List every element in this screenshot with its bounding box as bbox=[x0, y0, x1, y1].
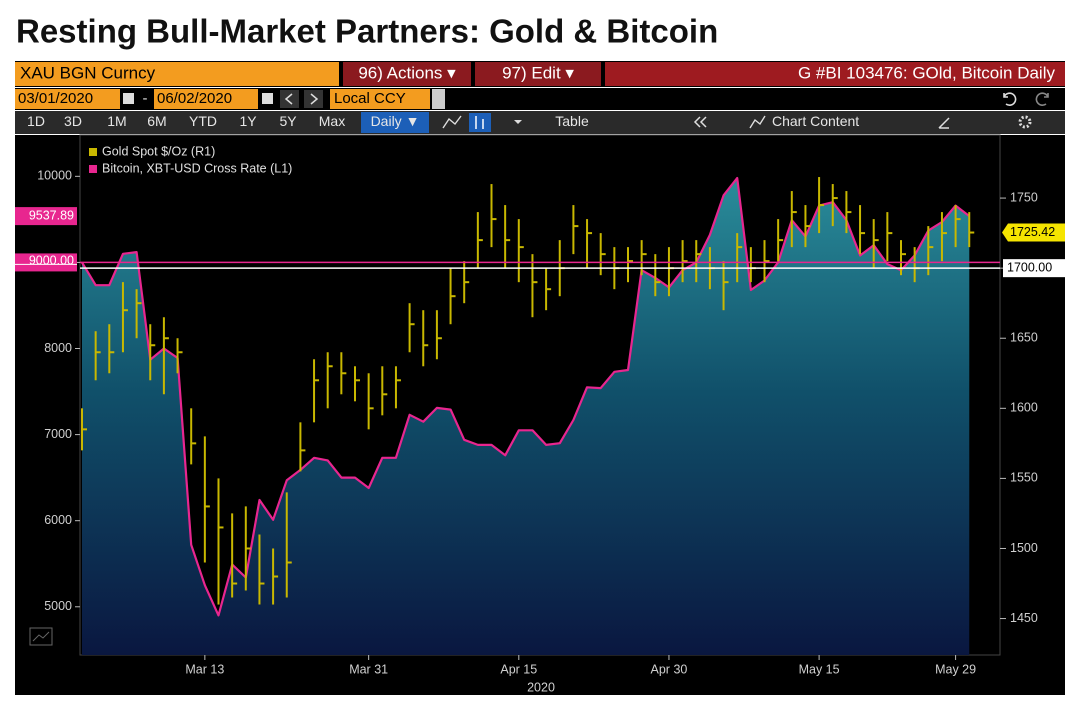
start-date-field[interactable] bbox=[15, 89, 120, 109]
frequency-button[interactable] bbox=[361, 112, 429, 133]
y-tick-label: 6000 bbox=[44, 513, 72, 527]
calendar-icon[interactable] bbox=[262, 93, 273, 104]
period-button[interactable]: 6M bbox=[147, 113, 166, 129]
frequency: Daily ▼ bbox=[371, 113, 420, 129]
chart-icon[interactable] bbox=[29, 627, 53, 646]
next-arrow bbox=[310, 93, 319, 105]
chart-icon-line bbox=[32, 631, 50, 642]
legend-label: Bitcoin, XBT-USD Cross Rate (L1) bbox=[102, 161, 292, 175]
y-tick-label: 5000 bbox=[44, 599, 72, 613]
undo-icon[interactable] bbox=[1003, 92, 1017, 106]
reference-label-bg bbox=[1003, 259, 1065, 278]
period-button[interactable]: 1M bbox=[107, 113, 126, 129]
chart-name: G #BI 103476: GOld, Bitcoin Daily bbox=[798, 63, 1056, 82]
x-axis-label: 2020 bbox=[527, 680, 555, 694]
security-field[interactable] bbox=[15, 62, 339, 86]
chart-content-icon bbox=[749, 115, 766, 129]
period-button[interactable]: 1Y bbox=[239, 113, 257, 129]
y-tick-label: 10000 bbox=[37, 169, 72, 183]
y2-tick-label: 1600 bbox=[1010, 401, 1038, 415]
last-value-bg bbox=[1002, 223, 1065, 242]
x-tick-label: Apr 15 bbox=[500, 662, 537, 676]
period-button[interactable]: YTD bbox=[189, 113, 217, 129]
actions: 96) Actions ▾ bbox=[358, 63, 456, 82]
edit: 97) Edit ▾ bbox=[502, 63, 574, 82]
security: XAU BGN Curncy bbox=[20, 63, 156, 82]
y-tick-label: 8000 bbox=[44, 341, 72, 355]
start-date: 03/01/2020 bbox=[18, 90, 93, 107]
x-tick-label: Mar 13 bbox=[185, 662, 224, 676]
end-date: 06/02/2020 bbox=[157, 90, 232, 107]
chart-layer: 5000600070008000900010000145015001550160… bbox=[15, 144, 1065, 676]
collapse-icon[interactable] bbox=[693, 116, 707, 128]
next-button[interactable] bbox=[304, 90, 323, 108]
y-tick-label: 7000 bbox=[44, 427, 72, 441]
currency-field[interactable] bbox=[330, 89, 430, 109]
y2-tick-label: 1550 bbox=[1010, 471, 1038, 485]
period-group: 1D 3D 1M 6M YTD 1Y 5Y Max bbox=[27, 113, 345, 129]
settings-icon[interactable] bbox=[1018, 115, 1032, 129]
chart-content[interactable]: Chart Content bbox=[772, 113, 859, 129]
prev-arrow bbox=[284, 93, 293, 105]
y2-tick-label: 1500 bbox=[1010, 541, 1038, 555]
calendar-icon[interactable] bbox=[123, 93, 134, 104]
x-tick-label: Apr 30 bbox=[651, 662, 688, 676]
reference-label: 1700.00 bbox=[1007, 260, 1052, 274]
area-fill bbox=[82, 178, 970, 655]
redo-icon[interactable] bbox=[1035, 92, 1049, 106]
legend-swatch bbox=[89, 148, 97, 156]
last-value-bg bbox=[15, 207, 77, 226]
period-button[interactable]: 5Y bbox=[279, 113, 297, 129]
reference-label-bg bbox=[15, 253, 77, 272]
end-date-field[interactable] bbox=[154, 89, 258, 109]
table-button[interactable]: Table bbox=[555, 113, 589, 129]
line-icon[interactable] bbox=[442, 115, 462, 129]
chart-name-bar bbox=[605, 62, 1065, 86]
x-tick-label: May 29 bbox=[935, 662, 976, 676]
last-value-label: 9537.89 bbox=[29, 208, 74, 222]
edit-icon[interactable] bbox=[938, 117, 950, 129]
x-tick-label: May 15 bbox=[799, 662, 840, 676]
legend-label: Gold Spot $/Oz (R1) bbox=[102, 144, 215, 158]
period-button[interactable]: Max bbox=[319, 113, 345, 129]
y2-tick-label: 1750 bbox=[1010, 190, 1038, 204]
chart-title: Resting Bull-Market Partners: Gold & Bit… bbox=[16, 13, 718, 50]
period-button[interactable]: 1D bbox=[27, 113, 45, 129]
edit-button[interactable] bbox=[475, 62, 601, 86]
currency-dropdown[interactable] bbox=[432, 89, 445, 109]
actions-button[interactable] bbox=[343, 62, 471, 86]
x-tick-label: Mar 31 bbox=[349, 662, 388, 676]
period-bar bbox=[15, 111, 1065, 134]
toolbar-bg bbox=[15, 88, 1065, 110]
reference-label: 9000.00 bbox=[29, 254, 74, 268]
prev-button[interactable] bbox=[280, 90, 299, 108]
date-separator: - bbox=[143, 90, 148, 107]
last-value-label: 1725.42 bbox=[1010, 225, 1055, 239]
period-button[interactable]: 3D bbox=[64, 113, 82, 129]
bar-icon bbox=[475, 116, 484, 129]
legend-swatch bbox=[89, 165, 97, 173]
y2-tick-label: 1650 bbox=[1010, 331, 1038, 345]
y2-tick-label: 1450 bbox=[1010, 611, 1038, 625]
currency: Local CCY bbox=[334, 90, 406, 107]
dropdown-icon[interactable] bbox=[514, 120, 522, 124]
bar-icon-button[interactable] bbox=[469, 113, 491, 132]
